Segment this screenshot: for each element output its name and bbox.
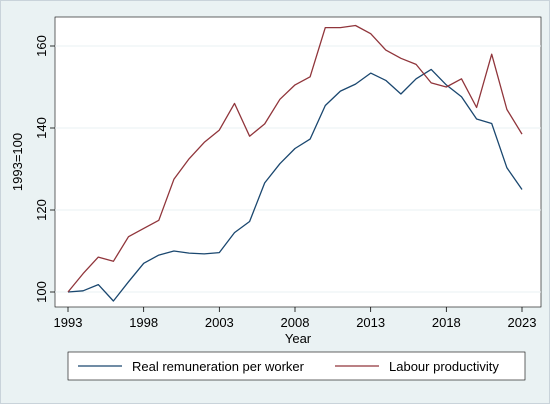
x-tick-label: 2023 bbox=[508, 315, 537, 330]
plot-area bbox=[54, 16, 542, 308]
x-axis: 1993 1998 2003 2008 2013 2018 2023 bbox=[54, 307, 537, 330]
legend-label-2: Labour productivity bbox=[389, 359, 499, 374]
gridlines bbox=[55, 45, 541, 293]
y-axis-title: 1993=100 bbox=[10, 133, 25, 191]
x-tick-label: 1993 bbox=[54, 315, 83, 330]
y-axis: 100 120 140 160 bbox=[34, 35, 55, 303]
y-tick-label: 160 bbox=[34, 35, 49, 57]
x-tick-label: 2008 bbox=[281, 315, 310, 330]
x-tick-label: 1998 bbox=[129, 315, 158, 330]
y-tick-label: 100 bbox=[34, 281, 49, 303]
legend: Real remuneration per worker Labour produ… bbox=[67, 351, 526, 381]
series-lines bbox=[67, 24, 523, 302]
series-line-1 bbox=[67, 68, 523, 302]
x-tick-label: 2013 bbox=[356, 315, 385, 330]
series-line-2 bbox=[67, 24, 523, 293]
x-tick-label: 2018 bbox=[432, 315, 461, 330]
y-tick-label: 140 bbox=[34, 117, 49, 139]
legend-label-1: Real remuneration per worker bbox=[132, 359, 305, 374]
x-axis-title: Year bbox=[285, 331, 312, 346]
y-tick-label: 120 bbox=[34, 199, 49, 221]
x-tick-label: 2003 bbox=[205, 315, 234, 330]
legend-box bbox=[67, 351, 526, 381]
